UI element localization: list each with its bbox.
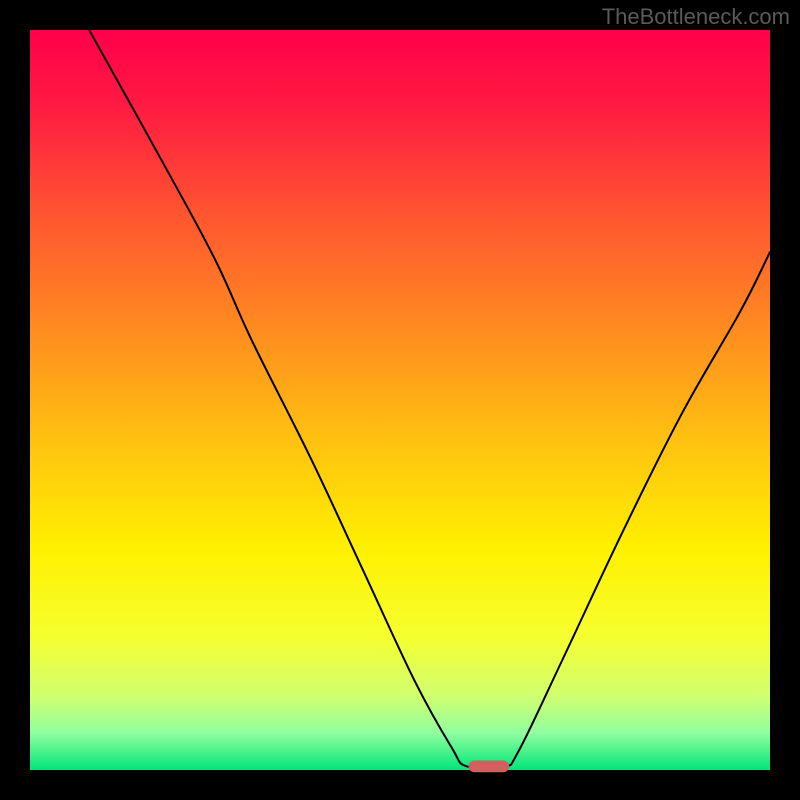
gradient-background (30, 30, 770, 770)
optimal-marker (468, 760, 509, 772)
bottleneck-chart (0, 0, 800, 800)
chart-container: TheBottleneck.com (0, 0, 800, 800)
watermark-text: TheBottleneck.com (602, 4, 790, 30)
